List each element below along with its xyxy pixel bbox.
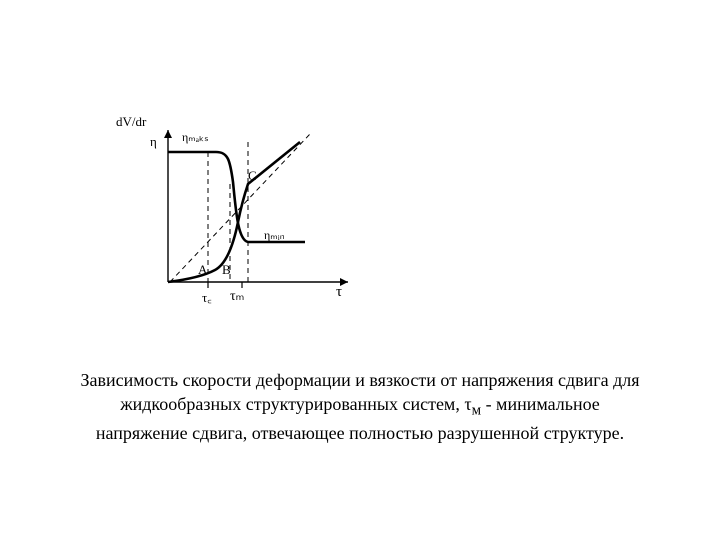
label-tau-c: τ꜀ bbox=[202, 288, 212, 306]
page: dV/dr η ηₘₐₖₛ ηₘᵢₙ C A B τ꜀ τₘ τ Зависим… bbox=[0, 0, 720, 540]
label-A: A bbox=[198, 262, 207, 278]
caption-line3: напряжение сдвига, отвечающее полностью … bbox=[96, 423, 624, 443]
diagram-svg bbox=[130, 112, 370, 312]
label-B: B bbox=[222, 262, 231, 278]
y-axis-label: dV/dr bbox=[116, 114, 146, 130]
caption: Зависимость скорости деформации и вязкос… bbox=[30, 368, 690, 445]
label-eta-min: ηₘᵢₙ bbox=[264, 228, 285, 243]
label-eta-max: ηₘₐₖₛ bbox=[182, 130, 209, 145]
label-tau-m: τₘ bbox=[230, 288, 244, 305]
x-axis-label: τ bbox=[336, 284, 342, 301]
curve-dvdr bbox=[168, 142, 300, 282]
caption-line1: Зависимость скорости деформации и вязкос… bbox=[80, 370, 639, 390]
y-axis-sublabel: η bbox=[150, 134, 157, 150]
y-axis-arrow bbox=[164, 130, 172, 138]
asymptote-dashed bbox=[170, 134, 310, 282]
caption-line2b: - минимальное bbox=[481, 394, 600, 414]
caption-sym: τ bbox=[464, 394, 471, 414]
caption-line2a: жидкообразных структурированных систем, bbox=[120, 394, 464, 414]
label-C: C bbox=[248, 168, 257, 184]
caption-sub: м bbox=[472, 403, 482, 419]
rheology-diagram: dV/dr η ηₘₐₖₛ ηₘᵢₙ C A B τ꜀ τₘ τ bbox=[130, 112, 370, 322]
